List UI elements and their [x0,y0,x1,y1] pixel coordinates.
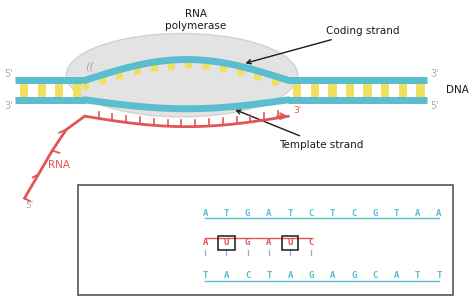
Text: A: A [224,271,229,280]
Text: A: A [202,209,208,218]
Text: 5': 5' [185,238,193,247]
Text: C: C [351,209,356,218]
Text: C: C [373,271,378,280]
Text: T: T [330,209,336,218]
Text: T: T [415,271,420,280]
Text: T: T [287,209,293,218]
Text: G: G [245,238,250,247]
Text: U: U [224,238,229,247]
Bar [346,80,354,100]
Text: A: A [287,271,293,280]
Text: 3': 3' [443,209,451,218]
Text: 3': 3' [335,238,343,247]
Text: ((: (( [85,62,94,72]
Text: G: G [373,209,378,218]
Text: A: A [266,238,272,247]
Text: T: T [394,209,399,218]
Text: C: C [309,238,314,247]
Text: DNA: DNA [446,85,469,95]
Text: RNA
polymerase: RNA polymerase [165,9,227,31]
Bar [416,80,425,100]
Text: G: G [351,271,356,280]
Text: Coding strand: Coding strand [247,26,399,64]
FancyBboxPatch shape [78,185,453,295]
Text: 5': 5' [4,69,13,79]
Text: RNA: RNA [48,160,70,170]
Text: T: T [436,271,442,280]
Text: 5': 5' [430,101,439,111]
Text: G: G [245,209,250,218]
Text: T: T [224,209,229,218]
Text: Template strand: Template strand [237,110,364,150]
Bar [381,80,390,100]
Bar [328,80,337,100]
Bar [310,80,319,100]
Text: 3': 3' [185,271,193,280]
Text: C: C [309,209,314,218]
Text: 5': 5' [443,271,451,280]
Bar [37,80,46,100]
Text: U: U [287,238,293,247]
Text: RNA: RNA [156,238,180,248]
Text: 3': 3' [430,69,438,79]
Bar [73,80,81,100]
Text: T: T [202,271,208,280]
Text: 5': 5' [25,201,33,210]
Text: A: A [394,271,399,280]
Text: A: A [266,209,272,218]
Text: Template strand: Template strand [90,271,179,281]
Text: 5': 5' [185,209,193,218]
Text: Coding strand: Coding strand [90,208,167,218]
Bar [293,80,301,100]
Text: 3': 3' [4,101,13,111]
Bar [364,80,372,100]
Text: T: T [266,271,272,280]
Text: 3': 3' [293,106,301,115]
Text: A: A [415,209,420,218]
Bar [55,80,64,100]
Bar [20,80,28,100]
Text: C: C [245,271,250,280]
Text: A: A [436,209,442,218]
Text: G: G [309,271,314,280]
Text: A: A [202,238,208,247]
Ellipse shape [66,33,298,117]
Text: A: A [330,271,336,280]
Bar [399,80,407,100]
